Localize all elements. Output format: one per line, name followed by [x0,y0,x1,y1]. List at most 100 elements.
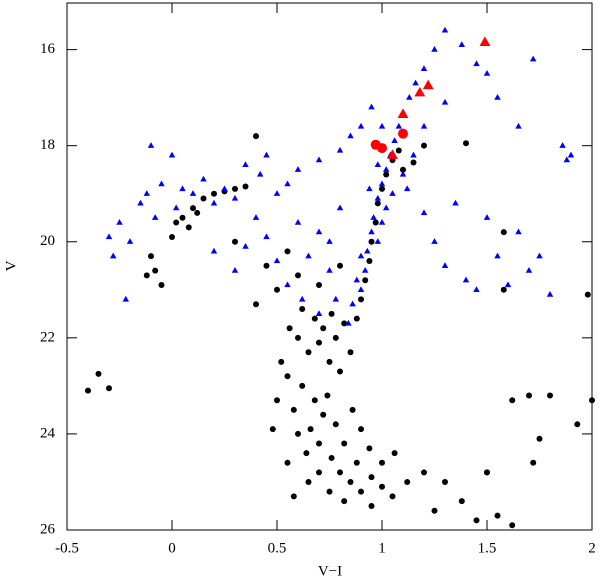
star-point [295,334,301,341]
variable-point [366,185,373,192]
variable-point [105,233,113,240]
variable-point [332,295,340,302]
star-point [332,334,339,341]
variable-point [370,214,377,220]
star-point [442,478,448,485]
variable-point [347,132,354,139]
star-point [173,219,180,226]
star-point [307,426,314,433]
star-point [353,459,360,466]
highlight-point [377,143,387,154]
y-axis-label: V [3,260,19,271]
star-point [536,435,543,442]
star-point [263,262,270,269]
star-point [379,459,385,466]
star-point [295,430,301,437]
variable-point [389,190,396,196]
star-point [328,454,335,461]
star-point [574,421,581,428]
variable-point [357,286,365,292]
variable-point [353,276,361,283]
star-point [232,238,238,245]
variable-point [441,98,449,105]
star-point [358,488,364,495]
star-point [328,310,335,317]
variable-point [273,257,281,264]
variable-point [412,79,419,86]
star-point [305,349,312,356]
star-point [200,195,207,202]
variable-point [378,180,386,187]
variable-point [410,151,417,158]
star-point [274,286,280,293]
x-tick-label: 2 [588,540,596,556]
plot-frame [66,2,593,531]
star-point [337,368,343,375]
star-point [374,200,381,207]
highlight-point [387,149,398,159]
variable-point [374,238,382,244]
variable-point [109,252,117,259]
star-point [284,459,291,466]
star-point [253,301,259,308]
variable-point [473,286,480,292]
variable-point [374,194,382,201]
star-point [269,426,276,433]
x-tick-label: 0.5 [268,540,287,556]
star-point [366,257,373,264]
variable-point [336,146,344,153]
highlight-point [479,36,491,46]
variable-point [378,122,386,129]
variable-point [420,209,428,216]
star-point [589,397,595,404]
star-point [326,358,333,365]
star-point [148,253,154,260]
star-point [185,224,192,231]
star-point [500,229,507,236]
variable-point [494,94,501,100]
star-point [368,474,375,481]
star-point [311,397,318,404]
star-point [421,142,427,149]
star-point [473,517,480,524]
variable-point [364,247,371,254]
variable-point [298,295,306,302]
x-tick-label: 1.5 [478,540,497,556]
star-point [379,483,385,490]
star-point [284,373,291,380]
star-point [232,185,238,192]
variable-point [210,199,218,206]
star-point [284,248,291,255]
star-point [253,133,259,140]
variable-point [315,310,323,316]
star-point [353,315,360,322]
star-point [290,406,297,413]
star-point [299,306,306,313]
variable-point [504,281,512,288]
variable-point [200,175,207,182]
star-point [509,522,516,529]
star-point [299,382,306,389]
star-point [404,478,411,485]
star-point [431,507,438,514]
variable-point [567,151,575,158]
variable-point [529,55,537,62]
variable-point [273,190,281,196]
star-point [463,140,469,147]
variable-point [563,156,571,163]
star-point [337,469,343,476]
variable-point [263,151,270,158]
variable-point [189,190,197,196]
star-point [526,392,532,399]
variable-point [525,266,533,273]
star-point [278,358,285,365]
star-point [584,291,591,298]
variable-point [336,204,344,211]
star-point [316,281,322,288]
variable-point [473,60,480,67]
variable-point [137,199,144,206]
star-point [158,281,165,288]
highlight-point [398,128,408,139]
variable-point [349,300,356,307]
variable-point [403,185,411,192]
